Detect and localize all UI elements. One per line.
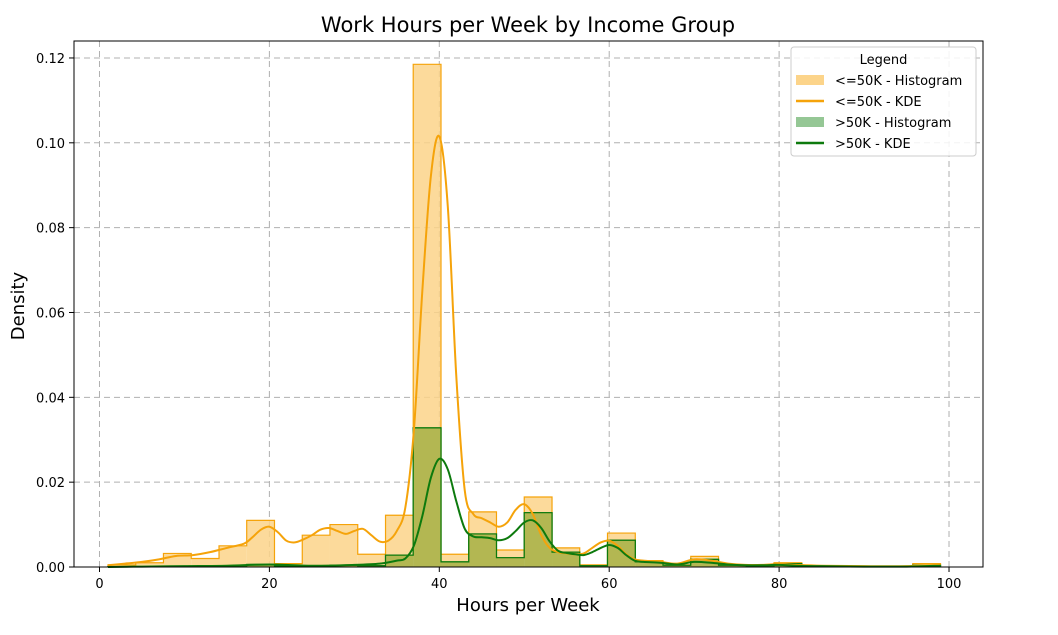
x-tick-label: 0 (95, 577, 103, 592)
overlap-bar (440, 561, 469, 567)
overlap-bar (524, 512, 553, 567)
overlap-bar (746, 565, 775, 567)
kde-line (107, 457, 941, 568)
overlap-bar (357, 565, 386, 567)
y-tick-label: 0.10 (36, 137, 65, 152)
kde-layer (107, 134, 941, 568)
y-tick-label: 0.06 (36, 306, 65, 321)
x-tick-label: 20 (261, 577, 278, 592)
y-tick-label: 0.12 (36, 52, 65, 67)
overlap-bar (718, 565, 747, 567)
histogram-bar (302, 535, 330, 567)
overlap-bar (579, 565, 608, 567)
legend-entry-label: <=50K - Histogram (835, 74, 962, 89)
x-tick-label: 100 (937, 577, 962, 592)
overlap-bar (552, 552, 580, 567)
histogram-bar (135, 562, 164, 567)
legend-entry-label: >50K - Histogram (835, 116, 951, 131)
histogram-bar (246, 520, 275, 567)
legend-title: Legend (860, 53, 908, 68)
y-tick-label: 0.08 (36, 222, 65, 237)
overlap-bar (246, 564, 275, 567)
legend: Legend <=50K - Histogram <=50K - KDE >50K -… (790, 46, 977, 157)
x-tick-label: 60 (601, 577, 618, 592)
legend-entry-label: >50K - KDE (835, 137, 911, 152)
histogram-bar (191, 558, 220, 567)
axes: 0 20 40 60 80 100 0.00 0.02 0.04 0.06 0.08 0.10 0.12 (36, 40, 984, 592)
legend-entry-label: <=50K - KDE (835, 95, 922, 110)
x-axis-title: Hours per Week (456, 595, 600, 616)
histogram-bar (219, 545, 247, 567)
y-tick-label: 0.00 (36, 561, 65, 576)
histogram-outline (107, 63, 942, 567)
x-tick-label: 80 (771, 577, 788, 592)
x-tick-label: 40 (431, 577, 448, 592)
overlap-bar (662, 565, 691, 567)
y-tick-label: 0.04 (36, 391, 65, 406)
chart-title: Work Hours per Week by Income Group (321, 13, 735, 37)
legend-swatch (796, 75, 824, 85)
y-axis-title: Density (8, 271, 29, 340)
plot-frame (73, 40, 984, 568)
overlap-bar (496, 557, 525, 567)
legend-box (790, 46, 977, 157)
y-tick-label: 0.02 (36, 476, 65, 491)
overlap-bar (635, 561, 663, 567)
legend-swatch (796, 117, 824, 127)
